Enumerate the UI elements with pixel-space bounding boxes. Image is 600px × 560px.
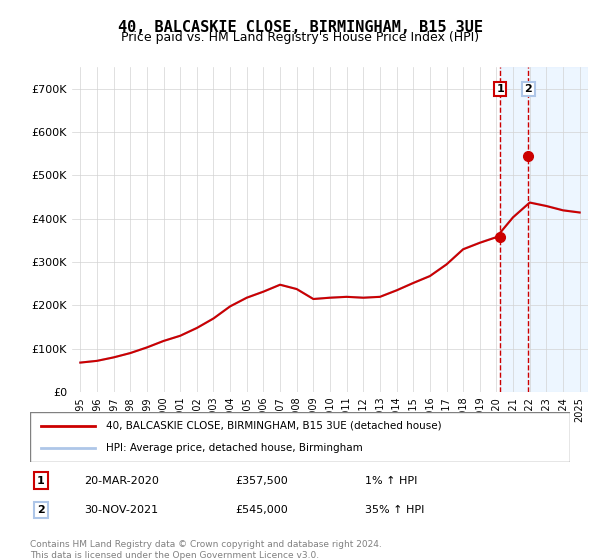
- Text: 1: 1: [37, 475, 44, 486]
- Text: 2: 2: [524, 84, 532, 94]
- Text: £357,500: £357,500: [235, 475, 288, 486]
- Bar: [500, 67, 588, 392]
- Text: Price paid vs. HM Land Registry's House Price Index (HPI): Price paid vs. HM Land Registry's House …: [121, 31, 479, 44]
- Text: 30-NOV-2021: 30-NOV-2021: [84, 505, 158, 515]
- Text: 35% ↑ HPI: 35% ↑ HPI: [365, 505, 424, 515]
- Text: 40, BALCASKIE CLOSE, BIRMINGHAM, B15 3UE: 40, BALCASKIE CLOSE, BIRMINGHAM, B15 3UE: [118, 20, 482, 35]
- Text: £545,000: £545,000: [235, 505, 288, 515]
- Text: HPI: Average price, detached house, Birmingham: HPI: Average price, detached house, Birm…: [106, 443, 362, 453]
- Text: 1: 1: [496, 84, 504, 94]
- FancyBboxPatch shape: [30, 412, 570, 462]
- Text: 1% ↑ HPI: 1% ↑ HPI: [365, 475, 417, 486]
- Text: 40, BALCASKIE CLOSE, BIRMINGHAM, B15 3UE (detached house): 40, BALCASKIE CLOSE, BIRMINGHAM, B15 3UE…: [106, 421, 441, 431]
- Text: Contains HM Land Registry data © Crown copyright and database right 2024.
This d: Contains HM Land Registry data © Crown c…: [30, 540, 382, 560]
- Text: 2: 2: [37, 505, 44, 515]
- Text: 20-MAR-2020: 20-MAR-2020: [84, 475, 159, 486]
